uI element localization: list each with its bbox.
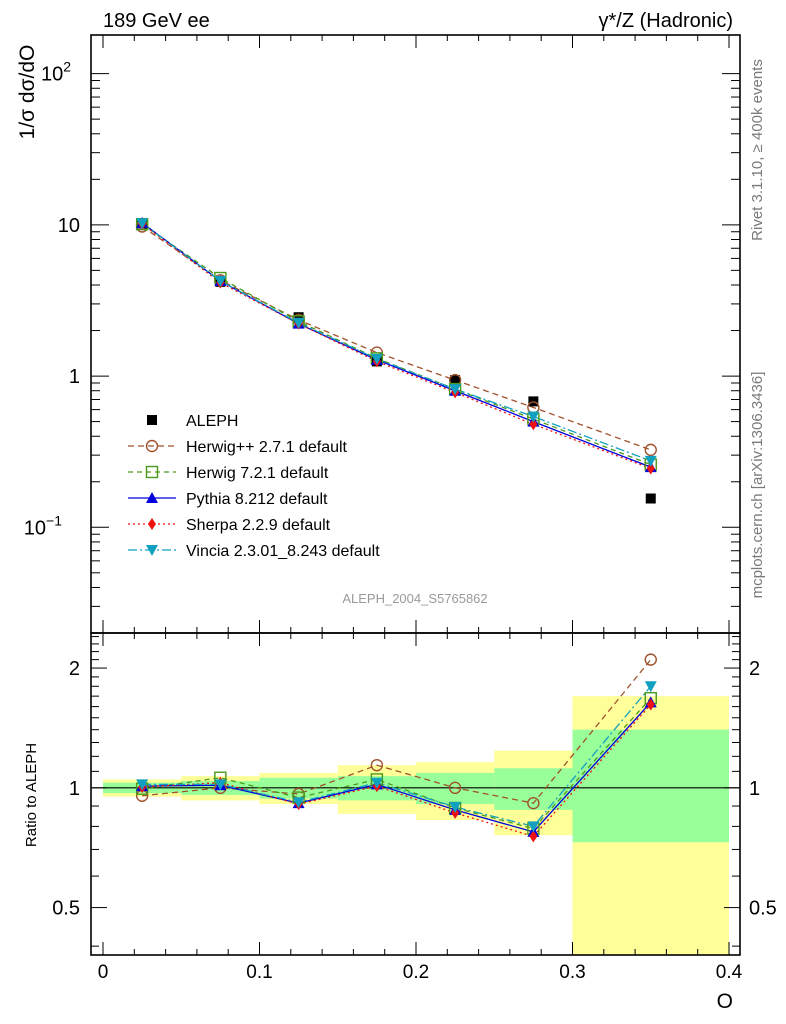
marker-triangle-down <box>146 545 158 556</box>
marker-square-filled <box>147 415 157 425</box>
band-green <box>416 772 495 805</box>
mcplots-credit: mcplots.cern.ch [arXiv:1306.3436] <box>749 372 766 599</box>
marker-diamond <box>529 418 538 431</box>
x-tick-label: 0.2 <box>403 962 429 983</box>
marker-triangle-down <box>449 384 462 396</box>
ratio-tick-label: 2 <box>69 658 80 680</box>
legend-label: Sherpa 2.2.9 default <box>186 517 331 534</box>
marker-triangle-down <box>527 821 540 833</box>
y-tick-label: 10 <box>58 215 80 237</box>
analysis-id: ALEPH_2004_S5765862 <box>342 591 487 606</box>
ratio-plot-frame <box>90 632 741 956</box>
marker-triangle-down <box>292 317 305 329</box>
legend-label: Herwig 7.2.1 default <box>186 465 329 482</box>
marker-diamond <box>646 698 655 711</box>
marker-triangle-down <box>644 455 657 467</box>
ratio-tick-label: 1 <box>749 778 760 800</box>
y-tick-label: 10−1 <box>24 512 62 539</box>
x-axis-label: O <box>717 990 733 1013</box>
band-green <box>572 729 729 843</box>
marker-triangle-down <box>136 218 149 230</box>
legend-label: Pythia 8.212 default <box>186 491 328 508</box>
marker-open-circle <box>527 796 540 810</box>
y-tick-label: 1 <box>69 366 80 388</box>
ratio-uncertainty-bands <box>91 696 740 955</box>
legend: ALEPH Herwig++ 2.7.1 default Herwig 7.2.1 … <box>128 413 380 560</box>
series-line <box>141 222 651 468</box>
ratio-tick-label: 1 <box>69 778 80 800</box>
legend-label: Herwig++ 2.7.1 default <box>186 439 348 456</box>
marker-triangle-down <box>292 797 305 809</box>
y-tick-label: 102 <box>41 59 71 86</box>
marker-triangle-down <box>370 777 383 789</box>
marker-open-circle <box>145 439 159 453</box>
marker-open-square <box>145 465 159 479</box>
ratio-tick-label: 0.5 <box>52 898 80 920</box>
marker-triangle-down <box>370 353 383 365</box>
marker-square-filled <box>450 375 461 386</box>
main-series <box>135 216 657 504</box>
marker-triangle-down <box>214 276 227 288</box>
marker-square-filled <box>645 493 656 504</box>
marker-triangle-down <box>644 681 657 693</box>
y-tick-exponent: −1 <box>46 512 62 528</box>
marker-diamond <box>529 830 538 843</box>
marker-open-circle <box>644 443 657 457</box>
legend-label: ALEPH <box>186 413 238 430</box>
y-axis-label: 1/σ dσ/dO <box>16 45 39 140</box>
x-tick-label: 0 <box>98 962 109 983</box>
marker-triangle-down <box>136 779 149 791</box>
marker-triangle-down <box>214 779 227 791</box>
axes: 0 0.1 0.2 0.3 0.4 10−1 1 10 102 0.5 0.5 1 1 2 2 <box>24 35 777 983</box>
ratio-tick-label: 2 <box>749 658 760 680</box>
energy-label: 189 GeV ee <box>103 10 210 32</box>
marker-open-circle <box>448 781 462 795</box>
x-tick-label: 0.1 <box>246 962 272 983</box>
marker-triangle-down <box>527 411 540 423</box>
marker-triangle-down <box>449 801 462 813</box>
marker-diamond <box>148 518 156 530</box>
x-tick-label: 0.4 <box>716 962 743 983</box>
ratio-tick-label: 0.5 <box>749 898 777 920</box>
ratio-series <box>135 653 657 843</box>
y-tick-exponent: 2 <box>63 59 71 75</box>
process-label: γ*/Z (Hadronic) <box>599 10 733 32</box>
rivet-version: Rivet 3.1.10, ≥ 400k events <box>749 59 766 241</box>
marker-square-filled <box>293 312 304 323</box>
ratio-axis-label: Ratio to ALEPH <box>23 743 40 847</box>
marker-triangle-up <box>146 492 158 503</box>
legend-label: Vincia 2.3.01_8.243 default <box>186 543 380 560</box>
marker-open-circle <box>370 758 384 772</box>
ratio-line <box>142 659 652 804</box>
x-tick-label: 0.3 <box>559 962 585 983</box>
marker-diamond <box>646 462 655 475</box>
marker-open-circle <box>644 653 657 666</box>
